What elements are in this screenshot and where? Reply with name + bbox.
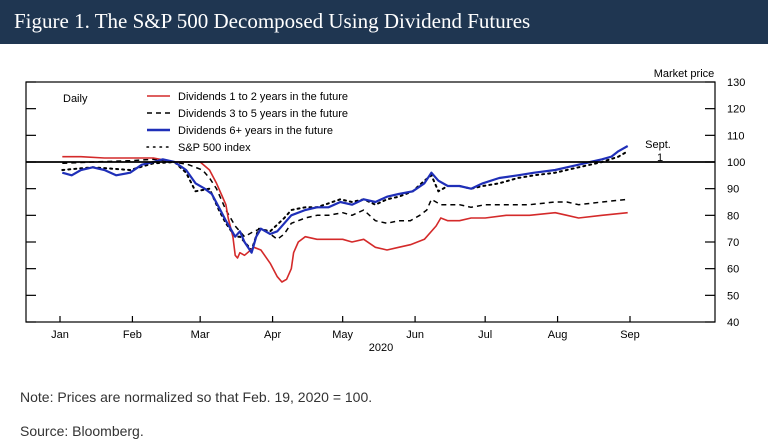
series-line-1 <box>62 158 628 241</box>
x-tick-label: Sep <box>620 329 640 341</box>
y-tick-label: 100 <box>727 157 745 169</box>
x-tick-label: Mar <box>191 329 210 341</box>
x-tick-label: Aug <box>548 329 568 341</box>
chart-note: Note: Prices are normalized so that Feb.… <box>20 389 373 405</box>
y-tick-label: 80 <box>727 210 739 222</box>
chart-area: Jan Feb Mar Apr May Jun Jul Aug Sep 40 50 60 70 80 90… <box>0 44 768 370</box>
y-axis: 40 50 60 70 80 90 100 110 120 130 <box>26 77 745 329</box>
line-chart: Jan Feb Mar Apr May Jun Jul Aug Sep 40 50 60 70 80 90… <box>25 68 745 354</box>
x-tick-label: May <box>332 329 353 341</box>
y-tick-label: 110 <box>727 130 745 142</box>
series-line-0 <box>62 155 628 283</box>
figure-header: Figure 1. The S&P 500 Decomposed Using D… <box>0 0 768 44</box>
x-axis: Jan Feb Mar Apr May Jun Jul Aug Sep <box>51 316 640 341</box>
legend-label-2: Dividends 6+ years in the future <box>178 125 333 137</box>
annotation-day: 1 <box>657 152 663 164</box>
legend: Dividends 1 to 2 years in the future Divi… <box>146 91 348 154</box>
y-tick-label: 50 <box>727 290 739 302</box>
legend-label-1: Dividends 3 to 5 years in the future <box>178 108 348 120</box>
x-tick-label: Feb <box>123 329 142 341</box>
series-line-2 <box>62 145 629 254</box>
x-tick-label: Jan <box>51 329 69 341</box>
y-tick-label: 130 <box>727 77 745 89</box>
x-tick-label: Jun <box>406 329 424 341</box>
chart-source: Source: Bloomberg. <box>20 423 144 439</box>
y-axis-label: Market price <box>654 68 715 80</box>
x-tick-label: Jul <box>478 329 492 341</box>
annotation-sept: Sept. <box>645 139 671 151</box>
legend-label-3: S&P 500 index <box>178 142 251 154</box>
frequency-label: Daily <box>63 93 88 105</box>
y-tick-label: 120 <box>727 104 745 116</box>
figure-title: Figure 1. The S&P 500 Decomposed Using D… <box>14 9 531 33</box>
series-layer <box>61 145 629 283</box>
plot-frame <box>25 81 716 323</box>
legend-label-0: Dividends 1 to 2 years in the future <box>178 91 348 103</box>
y-tick-label: 40 <box>727 317 739 329</box>
series-line-3 <box>61 150 629 251</box>
y-tick-label: 70 <box>727 237 739 249</box>
y-tick-label: 90 <box>727 184 739 196</box>
x-axis-label: 2020 <box>369 342 393 354</box>
y-tick-label: 60 <box>727 264 739 276</box>
x-tick-label: Apr <box>264 329 281 341</box>
